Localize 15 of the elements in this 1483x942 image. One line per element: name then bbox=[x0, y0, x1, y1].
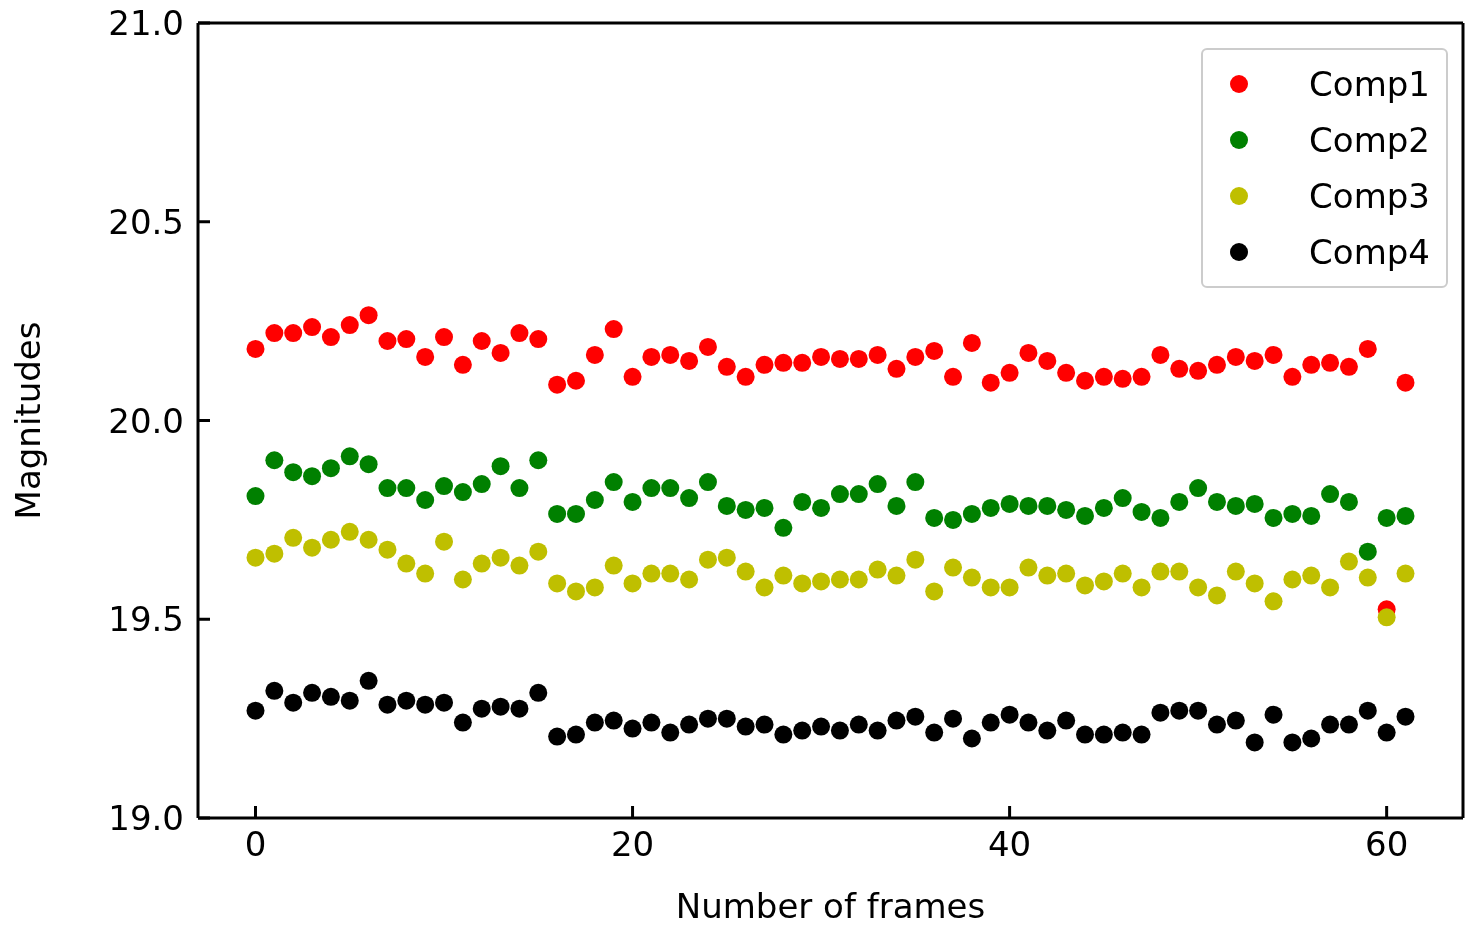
y-tick-label: 20.0 bbox=[108, 400, 184, 441]
y-tick-label: 21.0 bbox=[108, 3, 184, 44]
legend-label: Comp2 bbox=[1309, 120, 1430, 160]
y-axis-title: Magnitudes bbox=[8, 321, 49, 520]
legend-label: Comp3 bbox=[1309, 176, 1430, 216]
y-tick-label: 19.5 bbox=[108, 599, 184, 640]
x-tick-label: 0 bbox=[244, 824, 267, 865]
y-tick-label: 20.5 bbox=[108, 201, 184, 242]
y-tick-label: 19.0 bbox=[108, 798, 184, 839]
legend-label: Comp1 bbox=[1309, 64, 1430, 104]
x-tick-label: 40 bbox=[987, 824, 1032, 865]
x-tick-label: 60 bbox=[1365, 824, 1409, 865]
x-tick-label: 20 bbox=[610, 824, 655, 865]
legend-label: Comp4 bbox=[1309, 232, 1430, 272]
x-axis-title: Number of frames bbox=[675, 886, 986, 926]
